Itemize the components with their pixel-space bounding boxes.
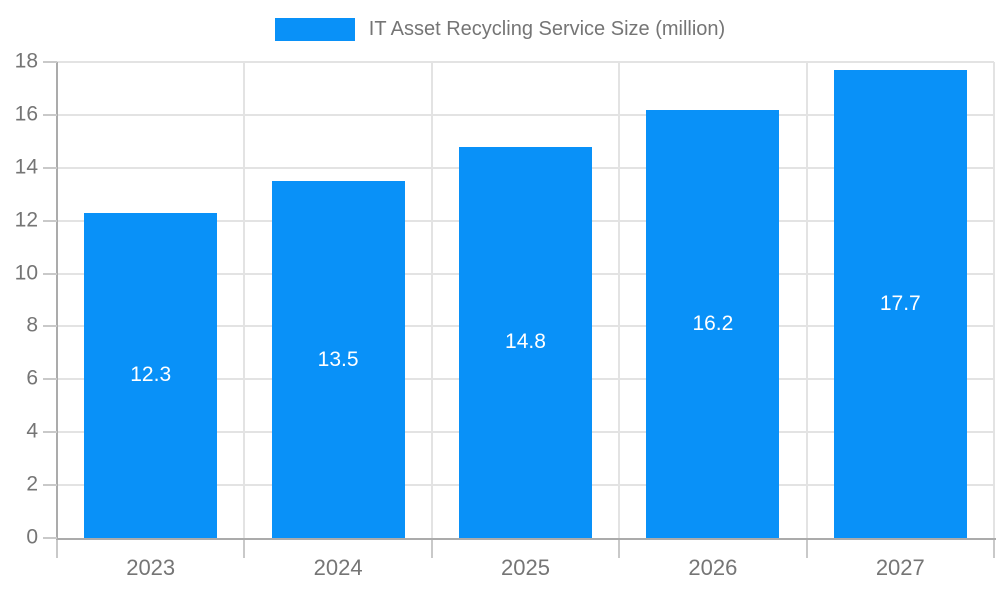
y-axis-line — [56, 62, 58, 540]
bar-2023[interactable]: 12.3 — [84, 212, 218, 538]
legend-item[interactable]: IT Asset Recycling Service Size (million… — [274, 18, 726, 41]
bar-2027[interactable]: 17.7 — [833, 69, 967, 538]
x-axis-tick — [430, 540, 433, 558]
bar-2024[interactable]: 13.5 — [271, 181, 405, 538]
x-axis-tick — [243, 540, 246, 558]
y-axis-tick-label: 14 — [14, 155, 38, 179]
bar-value-label: 16.2 — [692, 311, 734, 335]
y-axis-tick — [43, 61, 57, 63]
x-axis-tick — [993, 540, 995, 558]
y-axis-tick-label: 0 — [26, 525, 38, 549]
gridline-horizontal — [57, 113, 994, 116]
y-axis-tick-label: 6 — [26, 366, 38, 390]
bar-2025[interactable]: 14.8 — [458, 146, 593, 538]
y-axis-tick — [43, 325, 57, 328]
x-axis-tick — [56, 540, 58, 558]
y-axis-tick-label: 10 — [14, 261, 38, 285]
gridline-vertical — [243, 62, 246, 538]
legend-swatch — [274, 18, 355, 41]
gridline-vertical — [430, 62, 433, 538]
x-axis-tick — [805, 540, 808, 558]
gridline-vertical — [805, 62, 808, 538]
y-axis-tick — [43, 537, 57, 539]
x-axis-line — [56, 538, 996, 540]
y-axis-tick — [43, 113, 57, 116]
bar-value-label: 12.3 — [130, 363, 172, 387]
gridline-vertical — [993, 62, 995, 538]
y-axis-tick — [43, 378, 57, 381]
x-axis-category-label: 2027 — [875, 555, 925, 580]
gridline-horizontal — [57, 61, 994, 63]
y-axis-tick — [43, 484, 57, 487]
bar-value-label: 17.7 — [879, 291, 921, 315]
x-axis-category-label: 2023 — [126, 555, 176, 580]
y-axis-tick-label: 18 — [14, 49, 38, 73]
bar-2026[interactable]: 16.2 — [646, 109, 780, 538]
legend: IT Asset Recycling Service Size (million… — [0, 18, 1000, 41]
gridline-vertical — [618, 62, 621, 538]
y-axis-tick-label: 8 — [26, 313, 38, 337]
x-axis-category-label: 2025 — [501, 555, 550, 580]
plot-area: 12.3 13.5 14.8 16.2 17.7 — [57, 61, 995, 538]
legend-label: IT Asset Recycling Service Size (million… — [368, 18, 726, 40]
bar-value-label: 14.8 — [505, 330, 546, 354]
y-axis-tick — [43, 219, 57, 222]
y-axis-tick — [43, 272, 57, 275]
x-axis-category-label: 2026 — [688, 555, 738, 580]
x-axis-tick — [618, 540, 621, 558]
y-axis-tick — [43, 166, 57, 169]
y-axis-tick-label: 12 — [14, 208, 38, 232]
y-axis-tick-label: 2 — [26, 472, 38, 496]
y-axis-tick-label: 16 — [14, 102, 38, 126]
x-axis-category-label: 2024 — [313, 555, 363, 580]
bar-value-label: 13.5 — [317, 347, 359, 371]
y-axis-tick — [43, 431, 57, 434]
y-axis-tick-label: 4 — [26, 419, 38, 443]
